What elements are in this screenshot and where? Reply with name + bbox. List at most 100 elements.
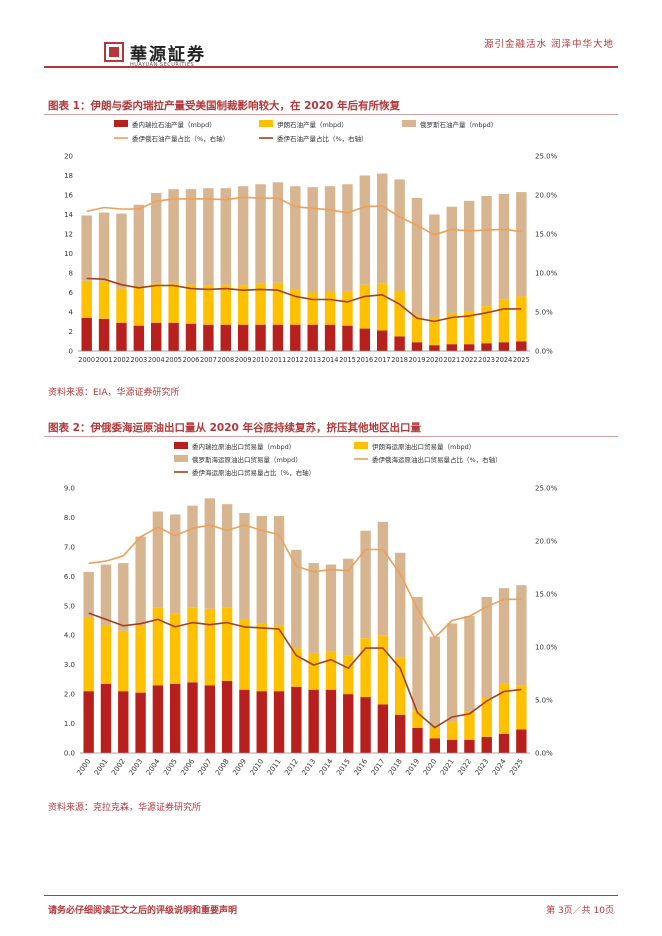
chart1-bar-s3-2005 xyxy=(168,189,179,283)
chart2-bar-s2-2006 xyxy=(187,607,198,683)
chart1-bar-s2-2025 xyxy=(516,296,527,342)
chart1-bar-s2-2010 xyxy=(255,283,266,325)
chart1-bar-s1-2025 xyxy=(516,341,527,351)
chart2-y2-tick-label: 0.0% xyxy=(535,750,553,758)
chart1-bar-s1-2011 xyxy=(272,324,284,351)
chart2-x-tick-label-2014: 2014 xyxy=(318,757,335,777)
chart1-bar-s1-2013 xyxy=(307,324,318,351)
chart2-x-tick-label-2022: 2022 xyxy=(456,758,473,777)
chart2-bar-s3-2008 xyxy=(221,504,233,608)
chart1-x-tick-label-2008: 2008 xyxy=(217,356,234,364)
chart2-line-series-5 xyxy=(88,612,522,729)
logo-mark-icon xyxy=(104,42,124,62)
chart1-x-tick-label-2015: 2015 xyxy=(339,356,356,364)
chart1-y2-tick-label: 5.0% xyxy=(535,309,553,317)
chart1-bar-s2-2023 xyxy=(481,306,492,344)
chart2-bar-s1-2018 xyxy=(395,714,406,753)
chart1-bar-s1-2004 xyxy=(151,322,162,351)
chart2-bar-s2-2025 xyxy=(516,685,527,730)
chart1-bar-s3-2025 xyxy=(516,192,527,297)
chart2-bar-s1-2020 xyxy=(429,738,440,753)
chart2-bar-s3-2014 xyxy=(325,564,337,652)
chart1-bar-s3-2007 xyxy=(203,188,214,286)
brand-logo: 華源証券 HUAYUAN SECURITIES xyxy=(104,40,224,74)
chart1-y-tick-label: 18 xyxy=(64,172,73,180)
chart1-bar-s3-2024 xyxy=(498,194,510,300)
chart2-bar-s2-2018 xyxy=(395,657,406,715)
chart1-legend-label-2: 伊朗石油产量（mbpd） xyxy=(277,120,348,129)
chart1-bar-s3-2021 xyxy=(446,206,457,313)
chart1-x-tick-label-2013: 2013 xyxy=(304,356,321,364)
chart2-bar-s1-2022 xyxy=(464,739,475,753)
chart1-y-tick-label: 14 xyxy=(64,211,73,219)
chart2-x-tick-label-2000: 2000 xyxy=(76,758,93,777)
chart2-x-tick-label-2003: 2003 xyxy=(127,758,144,777)
chart2-y-tick-label: 6.0 xyxy=(64,573,75,581)
chart2-bar-s3-2018 xyxy=(395,552,406,658)
chart1-bar-s1-2015 xyxy=(342,325,353,351)
chart1-bar-s3-2020 xyxy=(429,214,440,318)
chart1-bar-s3-2000 xyxy=(81,215,92,281)
chart1-bar-s3-2001 xyxy=(98,212,110,282)
chart1-bar-s2-2004 xyxy=(151,283,162,323)
chart1-legend-label-3: 俄罗斯石油产量（mbpd） xyxy=(420,120,497,129)
chart1-bar-s2-2008 xyxy=(220,284,231,325)
chart2-bar-s2-2009 xyxy=(239,619,250,690)
chart1-bar-s3-2022 xyxy=(463,200,475,312)
chart2-y-tick-label: 5.0 xyxy=(64,602,75,610)
chart1-legend-swatch-2 xyxy=(259,120,273,127)
chart2-bar-s2-2012 xyxy=(291,648,302,687)
chart2-x-tick-label-2013: 2013 xyxy=(301,758,318,777)
chart1-bar-s1-2016 xyxy=(359,328,371,351)
chart1-bar-s2-2007 xyxy=(203,285,214,325)
chart1-x-tick-label-2002: 2002 xyxy=(113,356,130,364)
chart1-bar-s2-2016 xyxy=(359,284,371,329)
chart2-y-tick-label: 0.0 xyxy=(64,750,75,758)
chart1-x-tick-label-2021: 2021 xyxy=(443,356,460,364)
chart2-bar-s3-2012 xyxy=(291,549,302,649)
chart2-bar-s3-2020 xyxy=(429,636,440,728)
chart1-bar-s1-2003 xyxy=(133,325,145,351)
chart2-bar-s1-2017 xyxy=(377,704,389,753)
chart2-bar-s2-2021 xyxy=(446,722,458,740)
chart2-bar-s1-2025 xyxy=(516,729,527,753)
chart2-bar-s1-2007 xyxy=(204,685,215,753)
chart2-bar-s3-2004 xyxy=(152,511,164,608)
chart1-bar-s1-2009 xyxy=(237,324,249,351)
chart1-bar-s1-2008 xyxy=(220,324,231,351)
chart2-y-tick-label: 7.0 xyxy=(64,543,75,551)
chart2-bar-s1-2014 xyxy=(325,689,337,753)
chart1-x-tick-label-2019: 2019 xyxy=(409,356,426,364)
chart2-bar-s2-2016 xyxy=(360,638,371,698)
chart1-x-tick-label-2010: 2010 xyxy=(252,356,269,364)
chart2-bar-s2-2020 xyxy=(429,727,440,739)
chart2-bar-s1-2000 xyxy=(83,691,94,753)
chart1-y-tick-label: 20 xyxy=(64,153,73,161)
chart1-y-tick-label: 6 xyxy=(69,289,74,297)
chart1-bar-s3-2014 xyxy=(324,186,336,292)
chart2-legend-swatch-1 xyxy=(174,442,188,449)
chart2-bar-s3-2016 xyxy=(360,530,371,639)
chart2-x-tick-label-2025: 2025 xyxy=(508,758,525,777)
chart2-bar-s3-2003 xyxy=(135,536,146,625)
chart1-y2-tick-label: 10.0% xyxy=(535,270,558,278)
chart1-bar-s3-2023 xyxy=(481,195,492,307)
chart1-bar-s2-2002 xyxy=(116,288,127,323)
chart1-bar-s1-2018 xyxy=(394,336,405,351)
chart2-figure: 委内瑞拉原油出口贸易量（mbpd） 伊朗海运原油出口贸易量（mbpd） 俄罗斯海运原… xyxy=(64,442,558,777)
chart1-bar-s1-2021 xyxy=(446,344,457,351)
chart1-bar-s3-2004 xyxy=(151,193,162,284)
chart2-x-tick-label-2004: 2004 xyxy=(145,757,162,777)
chart2-y2-tick-label: 20.0% xyxy=(535,538,558,546)
chart2-bar-s3-2011 xyxy=(273,515,285,625)
chart1-bar-s2-2021 xyxy=(446,312,457,345)
chart2-x-tick-label-2024: 2024 xyxy=(491,757,508,777)
chart1-bar-s1-2012 xyxy=(290,324,301,351)
chart2-bar-s2-2008 xyxy=(221,607,233,681)
chart1-bar-s3-2019 xyxy=(411,197,423,315)
chart2-bar-s1-2023 xyxy=(481,736,492,753)
chart1-bar-s1-2023 xyxy=(481,343,492,351)
logo-name: 華源証券 xyxy=(130,45,206,65)
chart2-bar-s1-2024 xyxy=(498,733,510,753)
chart2-x-tick-label-2017: 2017 xyxy=(370,758,387,777)
